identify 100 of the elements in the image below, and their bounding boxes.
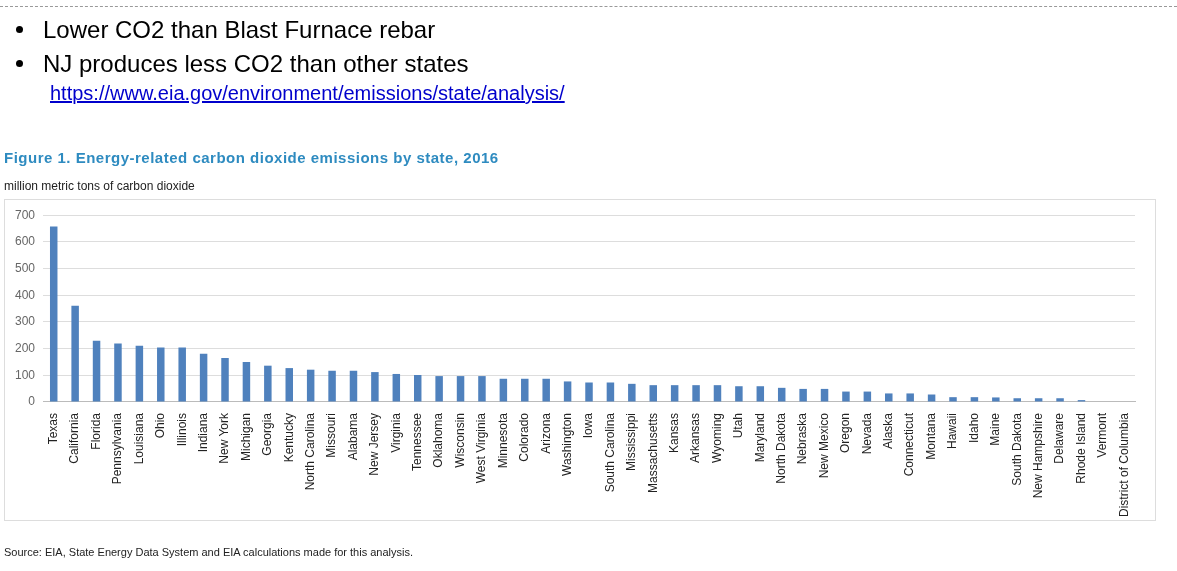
x-tick-label: Wisconsin xyxy=(452,412,467,468)
bar xyxy=(713,385,722,402)
x-tick-label: Alaska xyxy=(881,412,896,449)
x-tick-label: Kentucky xyxy=(281,412,296,463)
x-tick-label: Vermont xyxy=(1095,412,1110,458)
x-tick-label: Arizona xyxy=(538,412,553,454)
text: Lower CO2 than Blast Furnace rebar xyxy=(43,16,436,43)
bar xyxy=(670,385,679,402)
bar xyxy=(413,375,422,402)
bar xyxy=(456,376,465,402)
text: https://www.eia.gov/environment/emissions/state/analysis/ xyxy=(50,81,566,105)
x-tick-label: North Carolina xyxy=(302,412,317,491)
x-tick-label: Ohio xyxy=(153,412,168,439)
y-axis-title: million metric tons of carbon dioxide xyxy=(4,179,195,193)
y-tick-label: 100 xyxy=(14,367,36,382)
bar xyxy=(264,365,272,402)
bar xyxy=(157,347,165,402)
bar xyxy=(199,353,208,402)
bar xyxy=(306,369,315,402)
x-tick-label: Washington xyxy=(559,412,574,476)
y-tick-label: 0 xyxy=(28,394,36,409)
bar xyxy=(285,368,293,402)
x-tick-label: Oregon xyxy=(838,412,853,453)
x-tick-label: Connecticut xyxy=(902,412,917,477)
bar xyxy=(842,391,850,402)
x-tick-label: Mississippi xyxy=(624,412,639,471)
y-tick-label: 500 xyxy=(14,260,36,275)
x-tick-label: Idaho xyxy=(966,412,981,443)
x-tick-label: Maine xyxy=(988,412,1003,446)
x-tick-label: California xyxy=(67,412,82,464)
bar xyxy=(585,382,593,402)
x-tick-label: Texas xyxy=(46,412,61,445)
x-tick-label: Indiana xyxy=(195,412,210,453)
bar xyxy=(349,370,358,402)
x-tick-label: Virginia xyxy=(388,412,403,453)
x-tick-label: Massachusetts xyxy=(645,412,660,494)
x-tick-label: Hawaii xyxy=(945,412,960,449)
chart-title: Figure 1. Energy-related carbon dioxide emissions by state, 2016 xyxy=(4,149,499,166)
x-tick-label: West Virginia xyxy=(474,412,489,484)
y-tick-label: 400 xyxy=(14,287,36,302)
bar xyxy=(435,376,443,402)
x-tick-label: Michigan xyxy=(238,412,253,461)
bar xyxy=(114,343,122,402)
x-tick-label: New Jersey xyxy=(367,412,382,476)
x-tick-label: Missouri xyxy=(324,412,339,458)
x-tick-label: Wyoming xyxy=(709,412,724,463)
x-tick-label: Florida xyxy=(88,412,103,450)
x-tick-label: Montana xyxy=(923,412,938,460)
x-tick-label: Arkansas xyxy=(688,412,703,463)
bar xyxy=(178,347,186,402)
bar xyxy=(392,373,401,402)
bar xyxy=(328,370,336,402)
x-tick-label: New Hampshire xyxy=(1030,412,1045,499)
bar xyxy=(371,372,379,402)
x-tick-label: Colorado xyxy=(517,412,532,462)
bar xyxy=(799,388,807,402)
bar xyxy=(756,386,765,402)
bar xyxy=(1056,398,1064,402)
x-tick-label: Tennessee xyxy=(410,412,425,472)
bar xyxy=(563,381,572,402)
bar xyxy=(92,340,101,402)
y-tick-label: 300 xyxy=(14,314,36,329)
bar xyxy=(49,226,58,402)
bar xyxy=(906,393,914,402)
x-tick-label: Minnesota xyxy=(495,412,510,469)
x-tick-label: South Dakota xyxy=(1009,412,1024,486)
bar xyxy=(649,385,657,402)
x-tick-label: Alabama xyxy=(345,412,360,461)
bar xyxy=(71,305,79,402)
x-tick-label: Oklahoma xyxy=(431,412,446,468)
x-tick-label: Kansas xyxy=(666,412,681,453)
bar xyxy=(242,361,251,402)
x-tick-label: Nebraska xyxy=(795,412,810,465)
bar xyxy=(606,382,615,402)
source-note: Source: EIA, State Energy Data System and EIA calculations made for this analysis. xyxy=(4,546,414,558)
bar xyxy=(521,378,529,402)
x-tick-label: New Mexico xyxy=(816,412,831,479)
bar xyxy=(135,345,144,402)
bar xyxy=(949,397,957,402)
bar xyxy=(499,378,508,402)
x-tick-label: Maryland xyxy=(752,412,767,463)
x-tick-label: Louisiana xyxy=(131,412,146,465)
x-tick-label: Delaware xyxy=(1052,412,1067,464)
bar xyxy=(221,357,229,402)
bar xyxy=(992,397,1000,402)
x-tick-label: Pennsylvania xyxy=(110,412,125,485)
x-tick-label: Iowa xyxy=(581,412,596,439)
x-tick-label: Utah xyxy=(731,412,746,439)
bar xyxy=(692,385,700,402)
bar xyxy=(542,378,550,402)
bar xyxy=(885,393,893,402)
bar xyxy=(628,383,636,402)
x-tick-label: Rhode Island xyxy=(1073,412,1088,484)
bar xyxy=(478,376,486,402)
y-tick-label: 200 xyxy=(14,340,36,355)
x-tick-label: District of Columbia xyxy=(1116,412,1131,517)
y-tick-label: 700 xyxy=(14,207,36,222)
x-tick-label: North Dakota xyxy=(774,412,789,484)
x-tick-label: Nevada xyxy=(859,412,874,455)
x-tick-label: South Carolina xyxy=(602,412,617,493)
